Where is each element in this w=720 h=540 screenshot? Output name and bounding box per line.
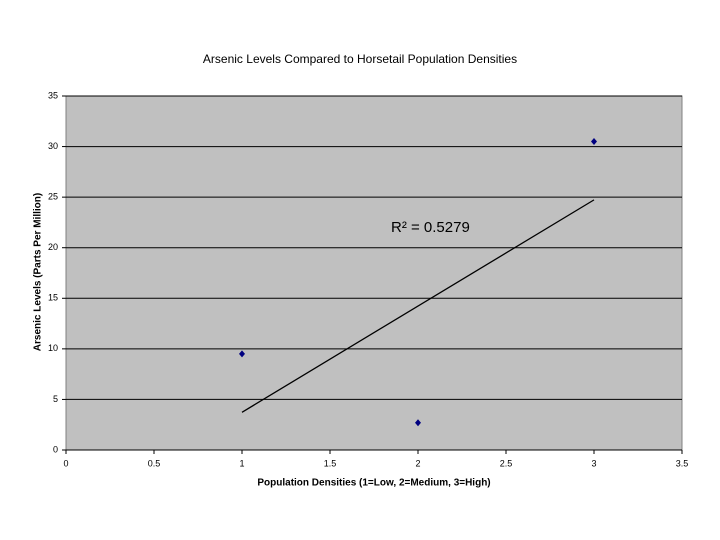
plot-area — [65, 95, 683, 451]
data-point — [591, 138, 597, 146]
x-tick-label: 0 — [63, 458, 68, 468]
data-point — [239, 350, 245, 358]
x-tick-label: 1.5 — [324, 458, 337, 468]
x-tick-label: 2.5 — [500, 458, 513, 468]
y-axis-label: Arsenic Levels (Parts Per Million) — [33, 193, 44, 351]
x-tick-label: 3.5 — [676, 458, 689, 468]
y-tick-label: 5 — [53, 394, 58, 404]
y-tick-label: 25 — [48, 192, 58, 202]
y-tick-label: 10 — [48, 343, 58, 353]
y-tick-label: 20 — [48, 242, 58, 252]
trendline — [241, 199, 595, 413]
x-axis-label: Population Densities (1=Low, 2=Medium, 3… — [257, 478, 490, 489]
y-tick-label: 15 — [48, 293, 58, 303]
x-tick-label: 0.5 — [148, 458, 161, 468]
chart-title: Arsenic Levels Compared to Horsetail Pop… — [203, 52, 517, 66]
trendline-annotation: R² = 0.5279 — [391, 219, 470, 236]
x-tick-label: 3 — [591, 458, 596, 468]
y-tick-label: 35 — [48, 90, 58, 100]
data-point — [415, 419, 421, 427]
x-tick-label: 1 — [239, 458, 244, 468]
x-tick-label: 2 — [415, 458, 420, 468]
y-tick-label: 30 — [48, 141, 58, 151]
y-tick-label: 0 — [53, 444, 58, 454]
